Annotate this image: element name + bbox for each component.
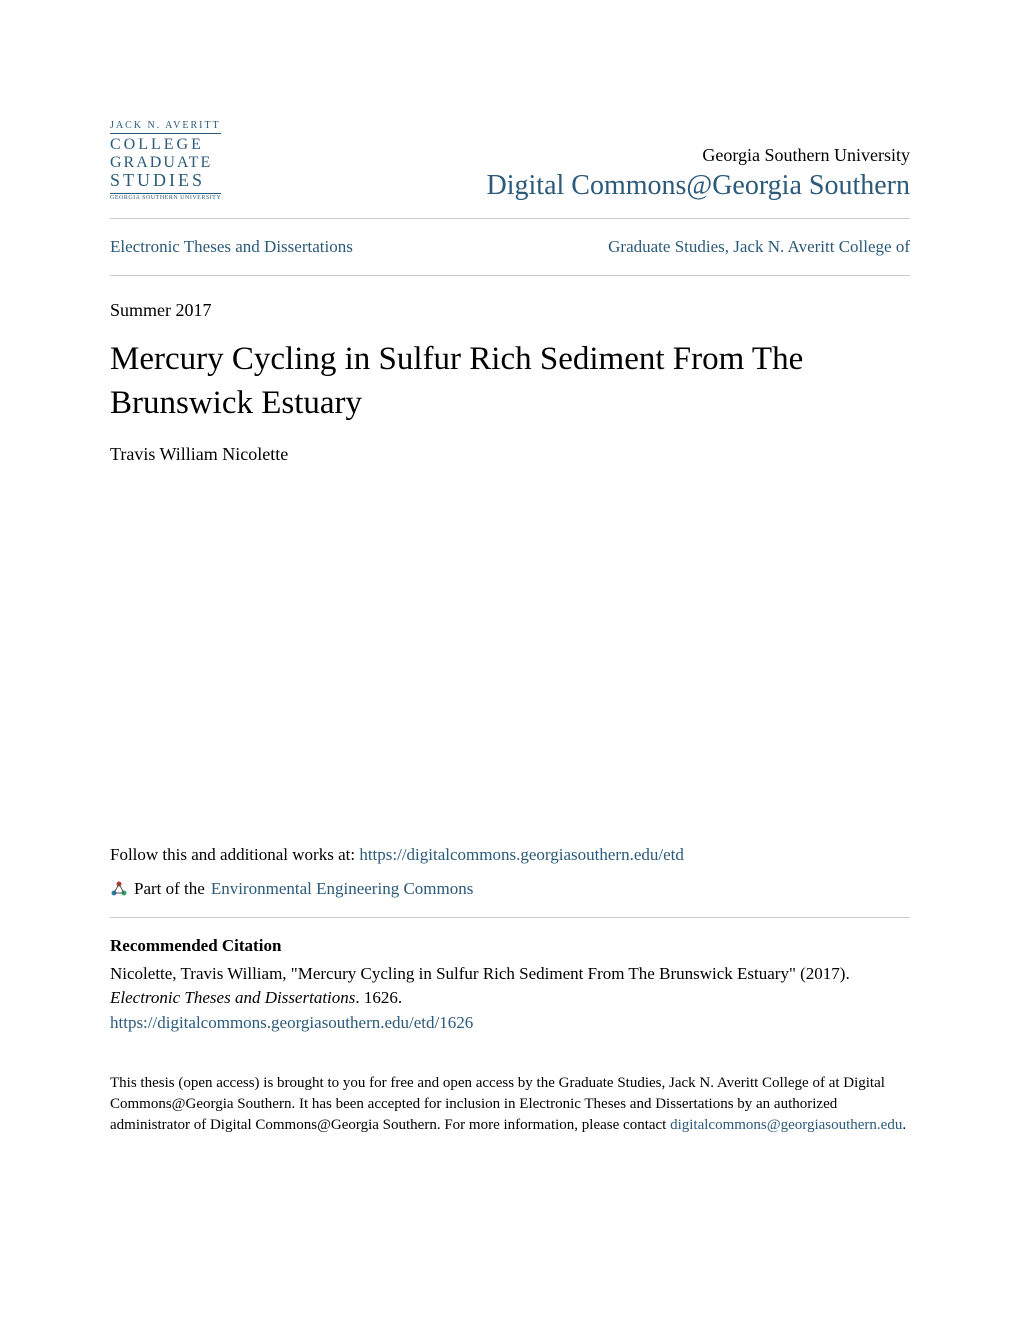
logo-text-graduate: GRADUATE <box>110 154 221 172</box>
citation-series: Electronic Theses and Dissertations <box>110 988 355 1007</box>
partof-link[interactable]: Environmental Engineering Commons <box>211 879 474 899</box>
follow-link[interactable]: https://digitalcommons.georgiasouthern.e… <box>359 845 684 864</box>
digital-commons-title[interactable]: Digital Commons@Georgia Southern <box>487 170 910 202</box>
publication-date: Summer 2017 <box>110 300 910 321</box>
citation-url[interactable]: https://digitalcommons.georgiasouthern.e… <box>110 1013 473 1032</box>
logo-text-studies: STUDIES <box>110 171 221 194</box>
logo-text-college: COLLEGE <box>110 136 221 154</box>
citation-part1: Nicolette, Travis William, "Mercury Cycl… <box>110 964 850 983</box>
citation-part2: . 1626. <box>355 988 402 1007</box>
header-right: Georgia Southern University Digital Comm… <box>487 145 910 202</box>
document-author: Travis William Nicolette <box>110 444 910 465</box>
footer-email-link[interactable]: digitalcommons@georgiasouthern.edu <box>670 1117 902 1133</box>
document-title: Mercury Cycling in Sulfur Rich Sediment … <box>110 337 910 426</box>
footer-disclaimer: This thesis (open access) is brought to … <box>110 1073 910 1136</box>
nav-link-etd[interactable]: Electronic Theses and Dissertations <box>110 237 353 257</box>
network-icon <box>110 880 128 898</box>
follow-works-row: Follow this and additional works at: htt… <box>110 845 910 865</box>
breadcrumb-nav: Electronic Theses and Dissertations Grad… <box>110 219 910 276</box>
partof-prefix: Part of the <box>134 879 205 899</box>
nav-link-graduate-studies[interactable]: Graduate Studies, Jack N. Averitt Colleg… <box>608 237 910 257</box>
institution-logo: JACK N. AVERITT COLLEGE GRADUATE STUDIES… <box>110 120 221 202</box>
citation-heading: Recommended Citation <box>110 936 910 956</box>
follow-prefix: Follow this and additional works at: <box>110 845 359 864</box>
logo-text-averitt: JACK N. AVERITT <box>110 120 221 134</box>
section-divider <box>110 917 910 918</box>
footer-text-part2: . <box>902 1117 906 1133</box>
citation-text: Nicolette, Travis William, "Mercury Cycl… <box>110 962 910 1011</box>
logo-text-university: GEORGIA SOUTHERN UNIVERSITY <box>110 195 221 202</box>
page-header: JACK N. AVERITT COLLEGE GRADUATE STUDIES… <box>110 120 910 219</box>
university-name: Georgia Southern University <box>487 145 910 166</box>
part-of-row: Part of the Environmental Engineering Co… <box>110 879 910 899</box>
